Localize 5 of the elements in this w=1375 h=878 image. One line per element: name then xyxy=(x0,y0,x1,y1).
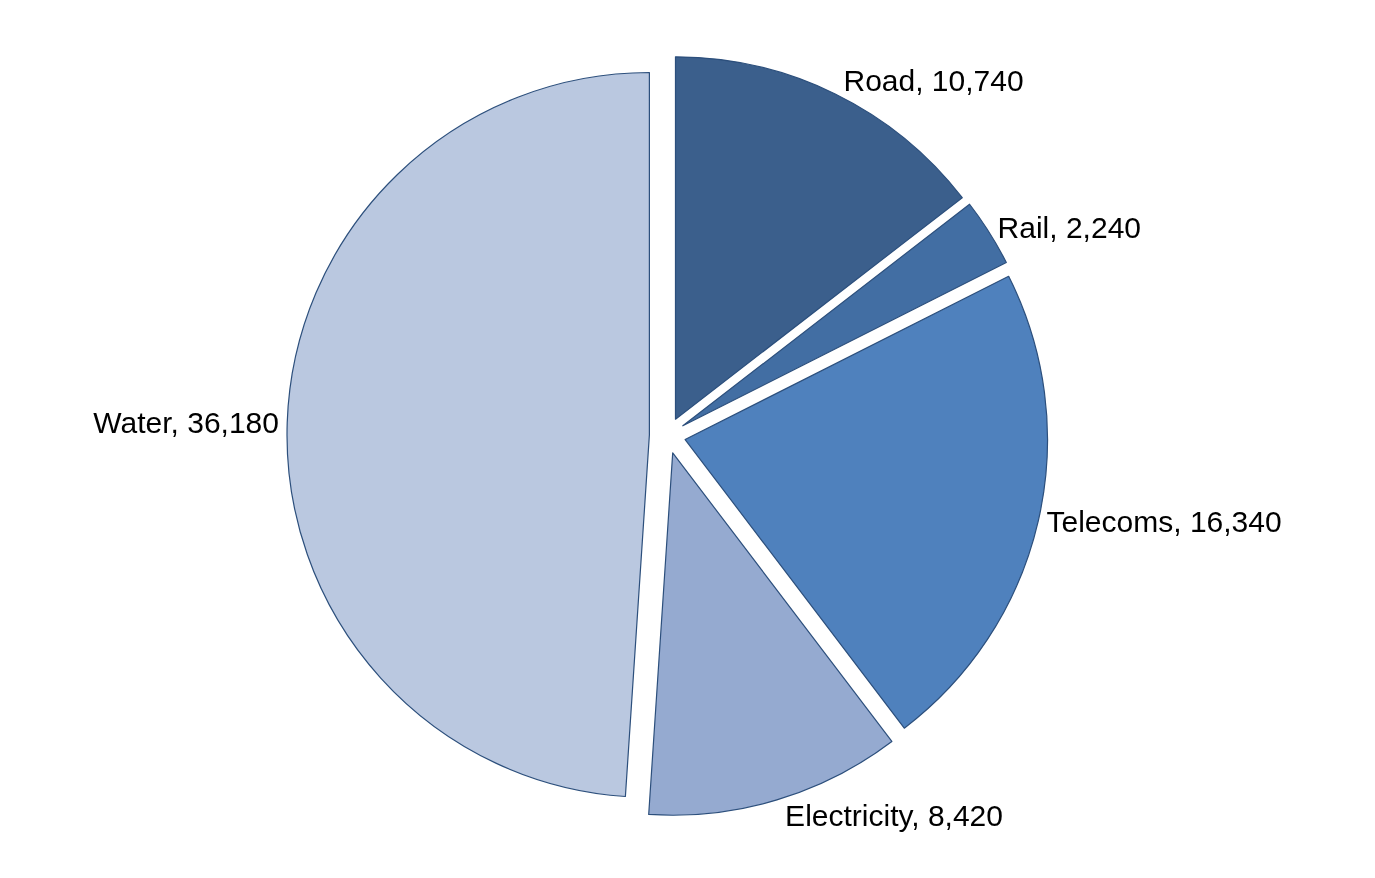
slice-label: Road, 10,740 xyxy=(843,64,1024,98)
slice-label: Rail, 2,240 xyxy=(997,211,1142,245)
slice-label: Electricity, 8,420 xyxy=(785,798,1003,832)
slice-label: Telecoms, 16,340 xyxy=(1046,505,1282,539)
slice-label: Water, 36,180 xyxy=(93,406,279,440)
